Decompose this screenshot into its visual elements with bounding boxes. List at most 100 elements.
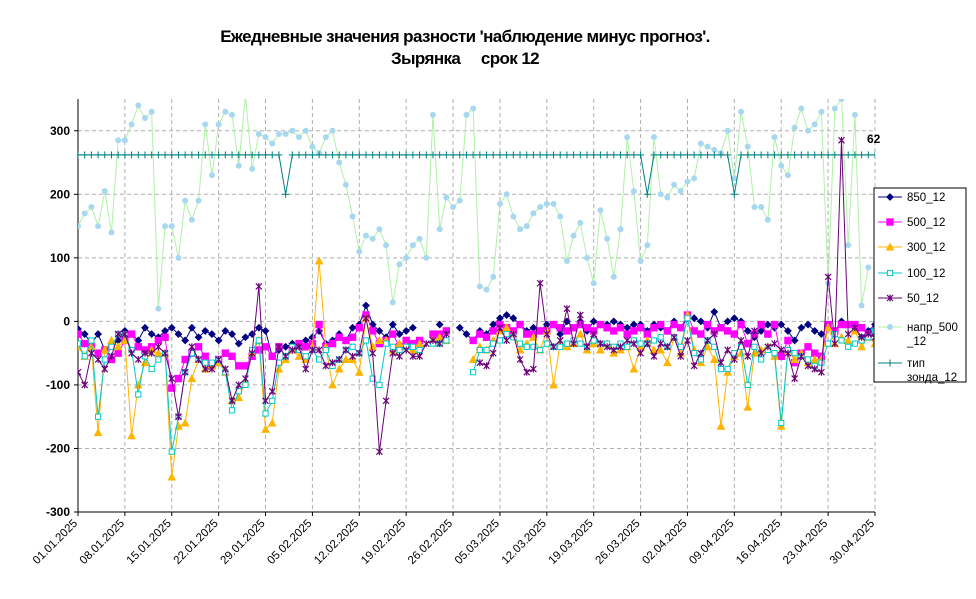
data-point [804,343,812,351]
x-tick-label: 12.03.2025 [500,518,549,567]
data-point [845,242,852,249]
data-point [798,105,805,112]
data-point [537,204,544,211]
data-point [188,343,196,351]
data-point [261,424,270,433]
data-point [174,374,183,383]
data-point [663,358,672,367]
data-point [483,362,490,370]
data-point [691,350,698,357]
data-point [81,151,89,159]
y-tick-label: -100 [46,378,70,392]
legend-label: тип [907,358,925,370]
data-point [121,151,129,159]
data-point [423,254,430,261]
data-point [623,330,631,338]
data-point [221,365,229,373]
data-point [550,200,557,207]
data-point [636,324,645,332]
data-point [590,151,598,159]
data-point [148,349,156,357]
data-point [831,340,839,348]
data-point [456,197,463,204]
data-point [388,320,397,329]
data-point [181,355,189,364]
data-point [496,200,503,207]
data-point [476,346,483,354]
data-point [113,342,123,351]
data-point [409,352,417,360]
data-point [241,151,249,159]
data-point [710,307,719,316]
data-point [429,336,437,344]
data-point [684,178,691,185]
data-point [408,323,417,332]
data-point [375,335,384,344]
data-point [758,356,765,363]
data-point [95,223,102,230]
data-point [650,352,658,360]
data-point [222,108,229,115]
data-point [530,365,537,373]
data-point [697,349,705,357]
data-point [416,151,424,159]
data-point [262,151,270,159]
data-point [623,151,631,159]
data-point [368,327,377,335]
data-point [422,151,430,159]
data-point [107,151,115,159]
data-point [201,352,209,361]
data-point [235,362,243,370]
data-point [255,151,263,159]
data-point [516,320,524,329]
data-point [831,151,839,159]
data-point [115,137,122,144]
data-point [818,359,825,366]
legend-item: 500_12 [878,217,945,229]
data-point [308,151,316,159]
data-point [402,346,410,354]
data-point [510,213,517,220]
data-point [777,151,785,159]
data-point [88,337,95,344]
data-point [148,365,155,373]
data-point [576,151,584,159]
data-point [575,329,585,338]
data-point [174,151,182,159]
data-point [168,384,176,392]
data-point [717,359,725,367]
data-point [570,151,578,159]
data-point [529,151,537,159]
legend-item: 300_12 [878,242,945,254]
data-point [764,330,772,338]
data-point [663,327,672,335]
data-point [208,330,216,338]
data-point [241,362,250,370]
data-point [161,349,169,357]
data-point [282,190,290,198]
data-point [383,242,390,249]
legend-label: 850_12 [907,192,945,204]
data-point [844,330,852,338]
data-point [476,359,484,367]
data-point [503,191,510,198]
data-point [375,327,384,335]
data-point [851,111,858,118]
data-point [402,327,411,335]
data-point [711,146,718,153]
data-point [162,223,169,230]
data-point [791,375,799,383]
x-tick-label: 29.01.2025 [218,518,267,567]
data-point [543,151,551,159]
data-point [637,151,645,159]
data-point [134,356,142,364]
data-point [188,151,196,159]
data-point [697,330,705,338]
data-point [583,343,591,351]
data-point [80,339,89,348]
data-point [503,330,510,338]
data-point [617,226,624,233]
data-point [610,151,618,159]
data-point [215,151,223,159]
data-point [483,286,490,293]
